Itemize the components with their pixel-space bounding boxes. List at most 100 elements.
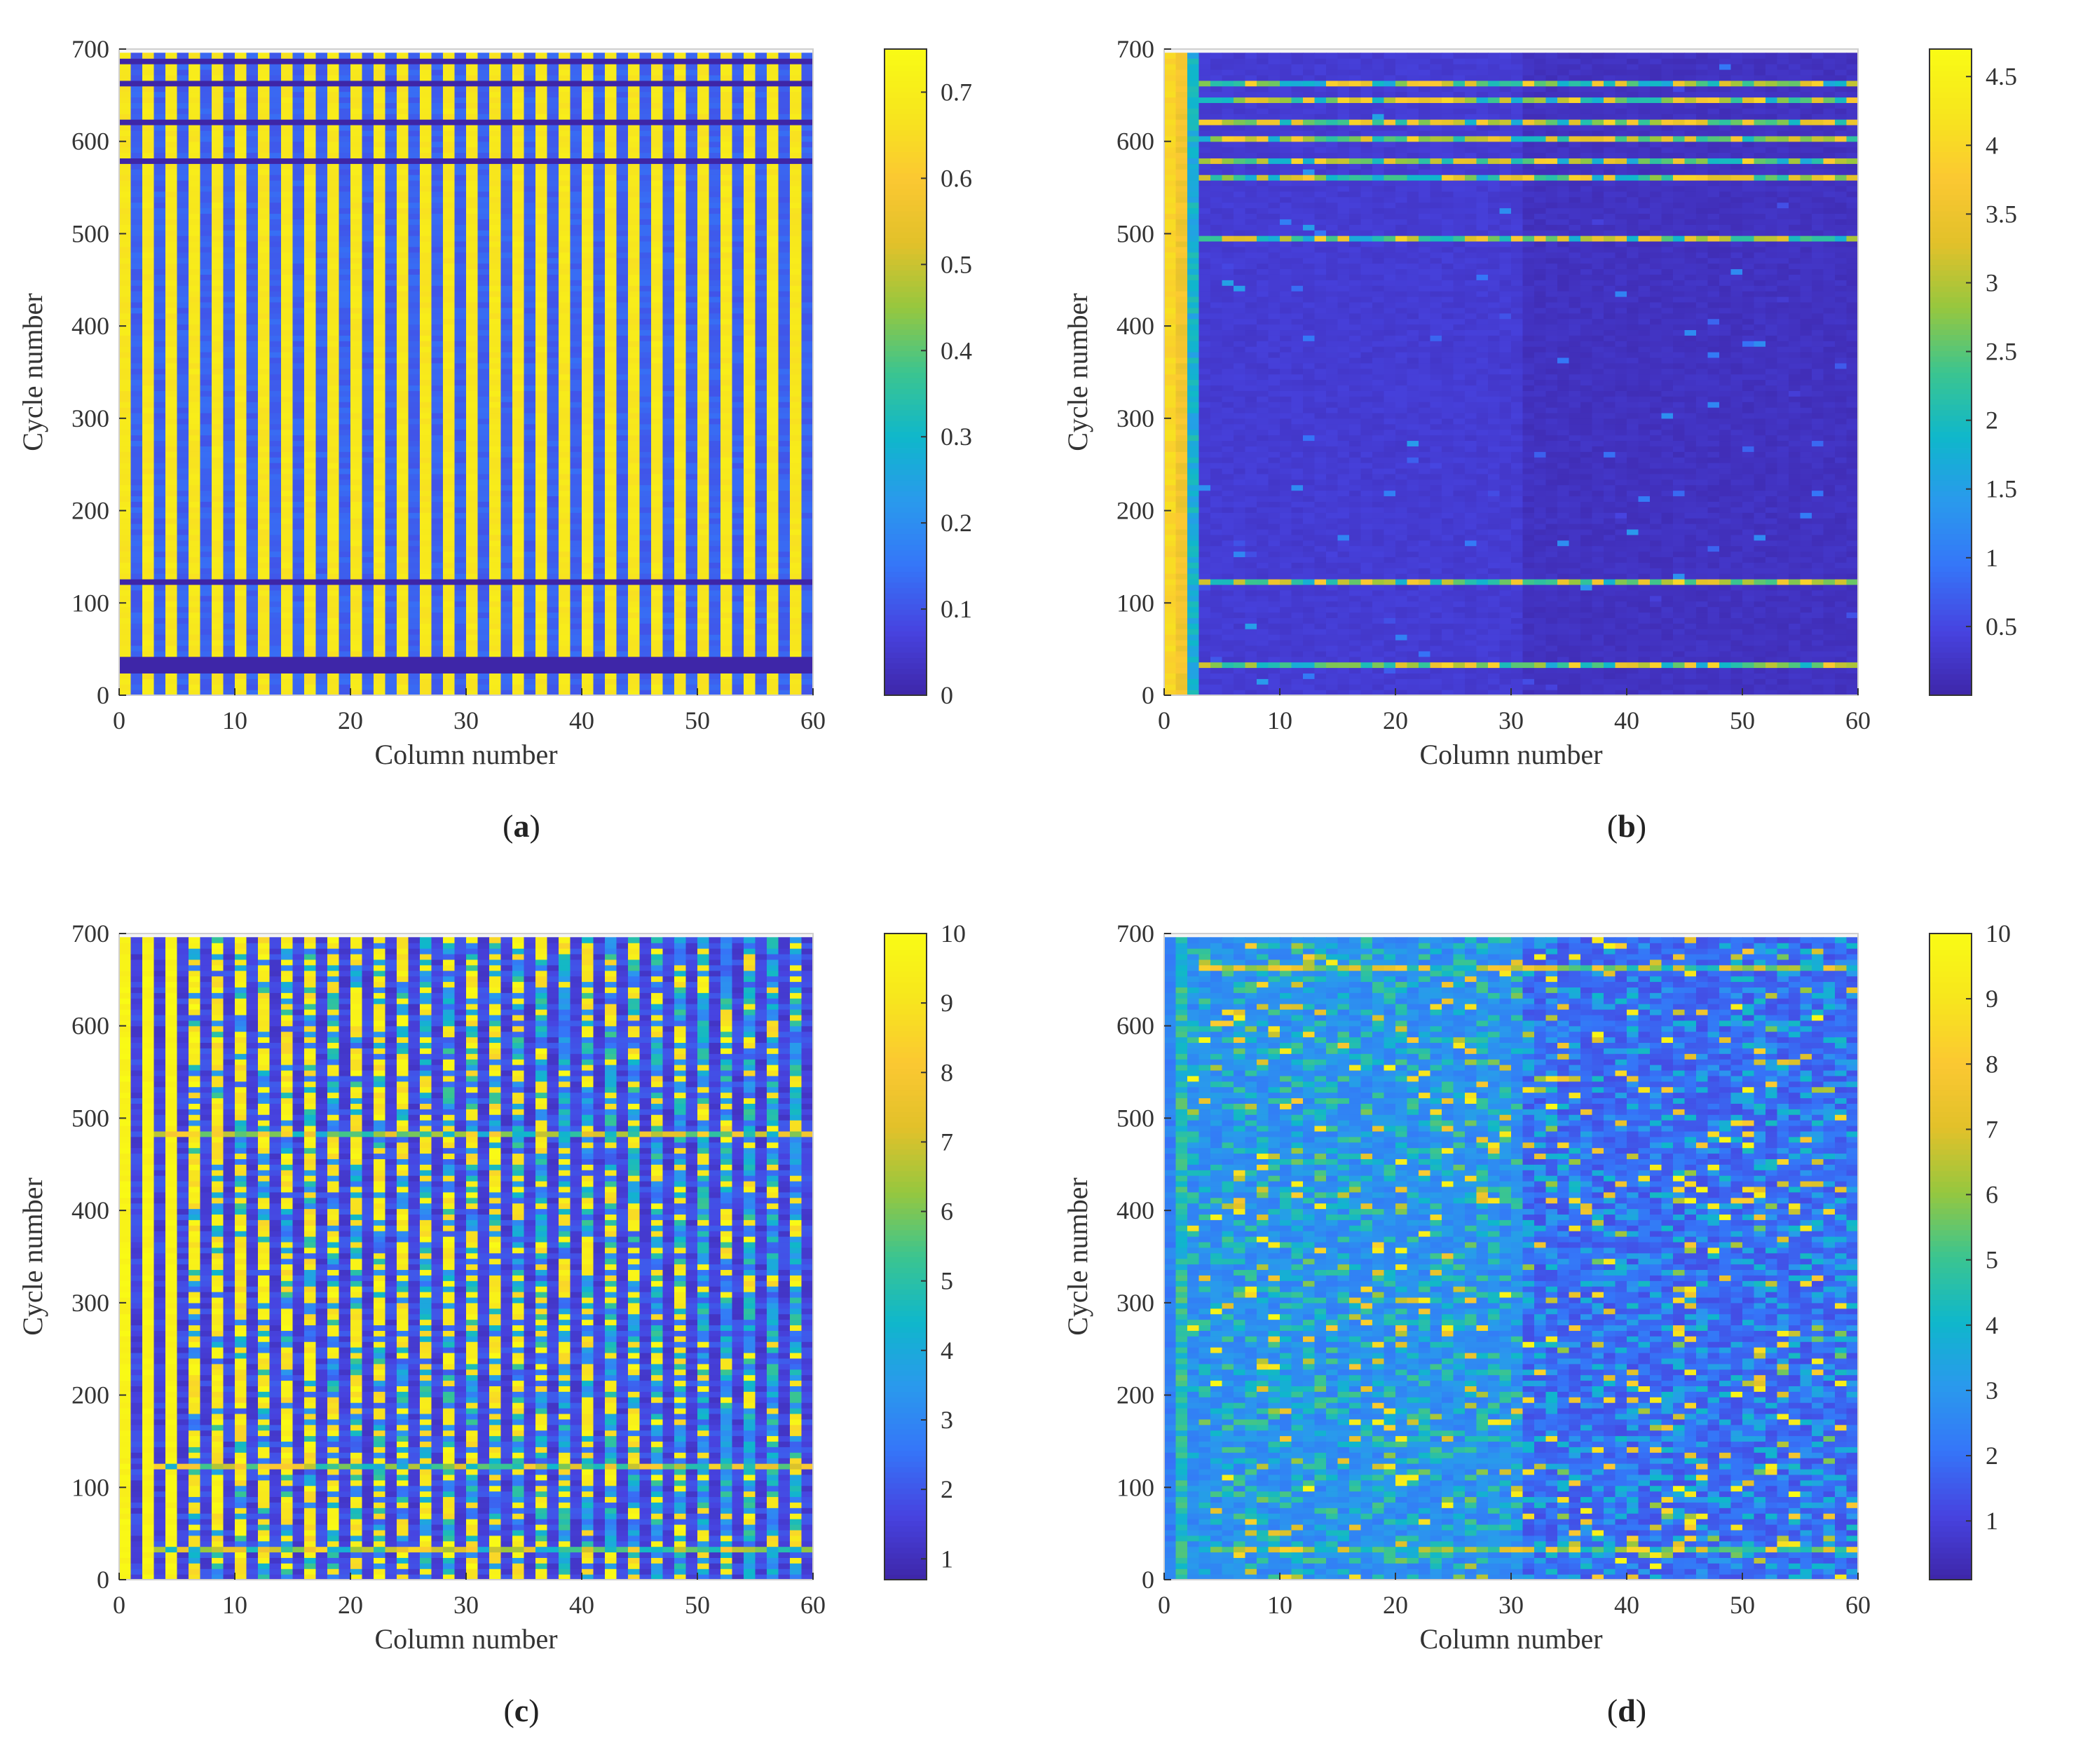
heatmap-cell <box>235 368 247 375</box>
heatmap-cell <box>397 490 409 497</box>
heatmap-cell <box>374 673 386 679</box>
heatmap-cell <box>339 230 351 236</box>
heatmap-cell <box>385 473 397 480</box>
heatmap-cell <box>605 196 617 203</box>
heatmap-cell <box>559 656 571 663</box>
heatmap-cell <box>212 285 224 292</box>
heatmap-cell <box>235 606 247 613</box>
heatmap-cell <box>339 191 351 198</box>
heatmap-cell <box>189 263 201 270</box>
heatmap-cell <box>327 152 340 159</box>
heatmap-cell <box>200 196 212 203</box>
heatmap-cell <box>258 108 271 114</box>
heatmap-cell <box>535 385 548 391</box>
heatmap-cell <box>235 180 247 186</box>
heatmap-cell <box>130 484 143 491</box>
heatmap-cell <box>559 490 571 497</box>
heatmap-cell <box>142 125 155 131</box>
heatmap-cell <box>512 667 525 674</box>
heatmap-cell <box>443 528 456 535</box>
heatmap-cell <box>246 108 259 114</box>
heatmap-cell <box>177 374 189 381</box>
heatmap-cell <box>362 495 374 502</box>
heatmap-cell <box>327 301 340 308</box>
heatmap-cell <box>374 58 386 64</box>
heatmap-cell <box>512 362 525 369</box>
heatmap-cell <box>350 418 363 425</box>
heatmap-cell <box>177 329 189 336</box>
heatmap-cell <box>420 667 432 674</box>
heatmap-cell <box>269 74 282 81</box>
heatmap-cell <box>119 169 132 175</box>
heatmap-cell <box>454 158 467 164</box>
heatmap-cell <box>212 374 224 381</box>
heatmap-cell <box>408 584 421 591</box>
heatmap-cell <box>119 446 132 452</box>
heatmap-cell <box>431 690 444 696</box>
heatmap-cell <box>235 390 247 397</box>
heatmap-cell <box>420 518 432 524</box>
heatmap-cell <box>281 102 294 109</box>
heatmap-cell <box>397 390 409 397</box>
heatmap-cell <box>269 435 282 442</box>
heatmap-cell <box>130 495 143 502</box>
heatmap-cell <box>269 579 282 585</box>
heatmap-cell <box>559 207 571 214</box>
heatmap-cell <box>130 74 143 81</box>
heatmap-cell <box>212 556 224 563</box>
heatmap-cell <box>593 313 606 320</box>
heatmap-cell <box>443 252 456 259</box>
heatmap-cell <box>130 589 143 596</box>
heatmap-cell <box>327 451 340 458</box>
heatmap-cell <box>304 263 317 270</box>
heatmap-cell <box>212 346 224 353</box>
heatmap-cell <box>477 69 490 76</box>
heatmap-cell <box>119 534 132 541</box>
heatmap-cell <box>397 667 409 674</box>
heatmap-cell <box>443 501 456 507</box>
heatmap-cell <box>246 435 259 442</box>
heatmap-cell <box>570 346 582 353</box>
heatmap-cell <box>212 440 224 446</box>
heatmap-cell <box>212 53 224 59</box>
heatmap-cell <box>258 224 271 231</box>
heatmap-cell <box>315 362 328 369</box>
heatmap-cell <box>223 102 235 109</box>
heatmap-cell <box>362 463 374 469</box>
heatmap-cell <box>130 64 143 70</box>
heatmap-cell <box>547 146 559 153</box>
heatmap-cell <box>500 650 513 657</box>
heatmap-cell <box>605 518 617 524</box>
heatmap-cell <box>142 274 155 280</box>
heatmap-cell <box>489 589 502 596</box>
heatmap-cell <box>535 457 548 463</box>
heatmap-cell <box>269 341 282 347</box>
heatmap-cell <box>315 102 328 109</box>
heatmap-cell <box>212 528 224 535</box>
heatmap-cell <box>339 650 351 657</box>
heatmap-cell <box>246 185 259 192</box>
heatmap-cell <box>269 524 282 530</box>
heatmap-cell <box>477 335 490 341</box>
heatmap-cell <box>408 207 421 214</box>
heatmap-cell <box>130 169 143 175</box>
heatmap-cell <box>212 495 224 502</box>
heatmap-cell <box>315 606 328 613</box>
heatmap-cell <box>420 463 432 469</box>
heatmap-cell <box>258 246 271 253</box>
heatmap-cell <box>258 457 271 463</box>
heatmap-cell <box>593 362 606 369</box>
heatmap-cell <box>269 274 282 280</box>
heatmap-cell <box>397 362 409 369</box>
heatmap-cell <box>177 169 189 175</box>
heatmap-cell <box>582 601 594 608</box>
heatmap-cell <box>223 257 235 264</box>
heatmap-cell <box>582 202 594 209</box>
heatmap-cell <box>142 451 155 458</box>
heatmap-cell <box>235 418 247 425</box>
heatmap-cell <box>304 307 317 314</box>
heatmap-cell <box>212 429 224 436</box>
heatmap-cell <box>119 274 132 280</box>
heatmap-cell <box>535 219 548 225</box>
heatmap-cell <box>374 440 386 446</box>
